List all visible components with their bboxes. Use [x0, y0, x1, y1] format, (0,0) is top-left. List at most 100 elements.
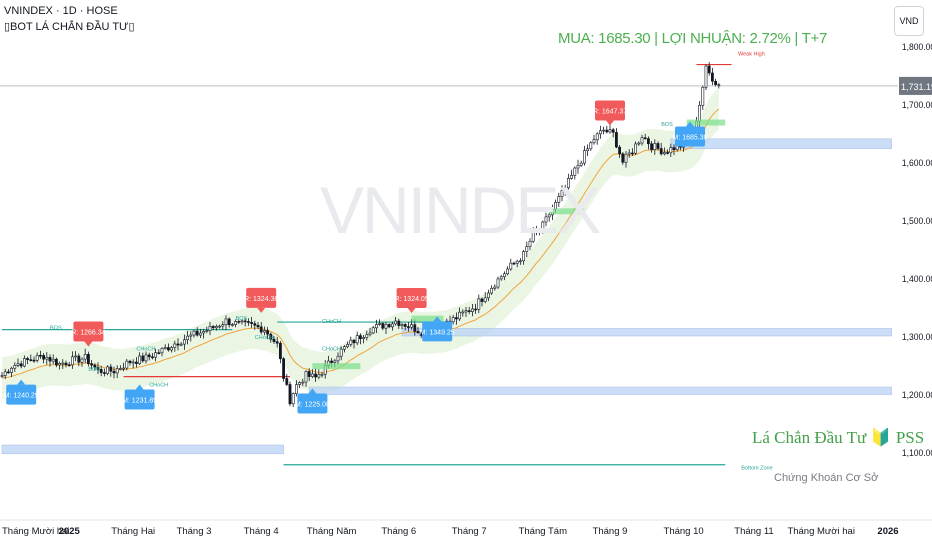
label-pointer [17, 379, 26, 385]
candle-body [384, 324, 388, 329]
x-tick-label: Tháng 7 [452, 526, 487, 537]
candle-body [314, 373, 318, 378]
candle-body [557, 196, 561, 203]
candle-body [659, 148, 663, 155]
candle-body [71, 356, 74, 366]
candle-body [74, 355, 78, 358]
candle-body [131, 361, 135, 364]
symbol-title: VNINDEX · 1D · HOSE [4, 5, 118, 17]
candle-body [698, 104, 702, 122]
indicator-name[interactable]: ▯BOT LÁ CHẮN ĐẦU TƯ▯ [4, 21, 135, 33]
candle-body [586, 148, 590, 151]
last-price-text: 1,731.19 [901, 82, 932, 92]
support-label [675, 126, 705, 147]
candle-body [80, 358, 84, 363]
x-tick-label: Tháng 6 [381, 526, 416, 537]
candle-body [288, 384, 292, 405]
candle-body [135, 361, 138, 364]
candle-body [3, 371, 7, 376]
candle-body [330, 360, 334, 363]
candle-body [458, 311, 462, 320]
candle-body [154, 352, 158, 358]
candle-body [477, 298, 481, 310]
candle-body [579, 162, 583, 166]
x-tick-label: Tháng 3 [177, 526, 212, 537]
candle-body [144, 354, 148, 362]
x-tick-label: Tháng Tám [519, 526, 567, 537]
candle-body [336, 355, 340, 362]
candle-body [627, 152, 631, 155]
candle-body [285, 378, 289, 385]
candle-body [160, 348, 164, 354]
candle-body [416, 331, 420, 333]
candle-body [598, 130, 602, 135]
marker-text: M: 1685.30 [672, 135, 707, 142]
candle-body [454, 317, 458, 320]
candle-body [352, 339, 356, 344]
candle-body [109, 366, 113, 372]
candle-body [410, 324, 414, 328]
candle-body [112, 370, 116, 374]
marker-text: R: 1324.05 [394, 296, 428, 303]
candle-body [630, 152, 634, 155]
candle-body [128, 360, 132, 364]
y-tick-label: 1,800.00 [902, 42, 932, 53]
candle-body [253, 323, 257, 326]
candle-body [189, 334, 193, 337]
candle-body [371, 327, 375, 334]
candle-body [64, 362, 68, 366]
y-tick-label: 1,600.00 [902, 158, 932, 169]
candle-body [390, 323, 394, 328]
candle-body [515, 260, 519, 264]
candle-body [22, 358, 26, 367]
candle-body [218, 325, 222, 328]
candle-body [499, 276, 503, 280]
structure-label: BOS [50, 326, 62, 332]
structure-label: CHoCH [136, 347, 155, 353]
label-pointer [433, 316, 442, 322]
marker-text: M: 1240.29 [4, 393, 39, 400]
candle-body [208, 325, 212, 331]
candle-body [269, 333, 273, 340]
candle-body [451, 317, 455, 323]
candle-body [237, 321, 241, 323]
candle-body [470, 308, 474, 312]
brand-subtitle: Chứng Khoán Cơ Sở [774, 472, 879, 484]
brand-name: Lá Chắn Đầu Tư 🔰 PSS [752, 428, 925, 447]
label-pointer [407, 308, 416, 314]
candle-body [58, 363, 62, 366]
candle-body [224, 318, 228, 325]
entry-zone [549, 208, 585, 215]
candle-body [195, 330, 199, 336]
structure-label: BOS [661, 122, 673, 128]
x-tick-label: Tháng Năm [307, 526, 357, 537]
candle-body [464, 310, 468, 313]
candle-body [608, 129, 612, 133]
candle-body [115, 368, 119, 374]
candle-body [243, 320, 247, 323]
candle-body [566, 178, 570, 189]
candle-body [374, 324, 378, 329]
entry-zone [411, 315, 444, 322]
x-tick-label: Tháng 11 [734, 526, 773, 537]
candle-body [406, 326, 410, 328]
marker-text: M: 1231.89 [122, 398, 157, 405]
candle-body [51, 358, 55, 362]
candle-body [215, 325, 218, 329]
candle-body [202, 331, 206, 334]
candle-body [250, 322, 254, 324]
candle-body [103, 372, 106, 374]
candle-body [595, 133, 599, 140]
currency-button[interactable]: VND [894, 6, 924, 36]
x-tick-label: Tháng 9 [593, 526, 628, 537]
support-zone [308, 386, 892, 395]
candle-body [381, 323, 385, 329]
structure-label: Bottom Zone [741, 465, 773, 471]
candle-body [231, 324, 234, 326]
candle-body [650, 143, 654, 150]
candle-body [183, 339, 186, 345]
candle-body [643, 137, 647, 140]
candle-body [394, 320, 398, 325]
candle-body [138, 355, 142, 364]
